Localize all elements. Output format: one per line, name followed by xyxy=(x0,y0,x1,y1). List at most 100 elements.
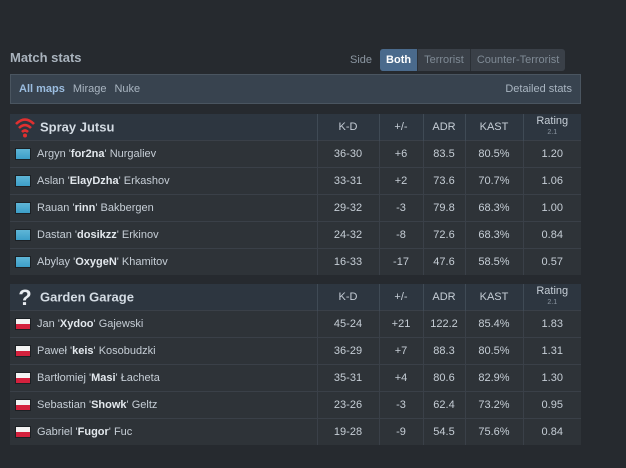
diff-value: +21 xyxy=(378,310,423,338)
diff-value: -3 xyxy=(378,194,423,222)
poland-flag-icon xyxy=(15,345,31,358)
rating-value: 0.95 xyxy=(522,391,581,419)
kd-value: 35-31 xyxy=(316,364,379,392)
player-cell[interactable]: Jan 'Xydoo' Gajewski xyxy=(10,310,317,338)
player-nickname[interactable]: Fugor xyxy=(77,425,109,438)
table-row: Rauan 'rinn' Bakbergen 29-32 -3 79.8 68.… xyxy=(10,194,581,222)
side-option-terrorist[interactable]: Terrorist xyxy=(417,49,470,71)
adr-value: 62.4 xyxy=(422,391,465,419)
player-cell[interactable]: Rauan 'rinn' Bakbergen xyxy=(10,194,317,222)
kast-value: 80.5% xyxy=(464,140,523,168)
map-tab-nuke[interactable]: Nuke xyxy=(114,83,141,95)
rating-value: 1.31 xyxy=(522,337,581,365)
player-last-name: Khamitov xyxy=(121,255,168,268)
player-last-name: Fuc xyxy=(113,425,133,438)
page-title: Match stats xyxy=(10,50,82,65)
player-cell[interactable]: Bartłomiej 'Masi' Łacheta xyxy=(10,364,317,392)
rating-value: 0.57 xyxy=(522,248,581,275)
kazakhstan-flag-icon xyxy=(15,148,31,161)
player-nickname[interactable]: dosikzz xyxy=(77,228,117,241)
kast-value: 82.9% xyxy=(464,364,523,392)
poland-flag-icon xyxy=(15,372,31,385)
rating-value: 1.20 xyxy=(522,140,581,168)
rating-label: Rating xyxy=(536,285,569,297)
column-header-kd: K-D xyxy=(316,284,379,311)
player-nickname[interactable]: for2na xyxy=(70,147,105,160)
player-last-name: Kosobudzki xyxy=(98,344,156,357)
player-last-name: Geltz xyxy=(131,398,158,411)
team-header-row: Spray Jutsu K-D +/- ADR KAST Rating 2.1 xyxy=(10,114,581,141)
column-header-kast: KAST xyxy=(464,284,523,311)
table-row: Paweł 'keis' Kosobudzki 36-29 +7 88.3 80… xyxy=(10,337,581,365)
side-segmented-control: Both Terrorist Counter-Terrorist xyxy=(380,49,566,71)
player-cell[interactable]: Aslan 'ElayDzha' Erkashov xyxy=(10,167,317,195)
kd-value: 24-32 xyxy=(316,221,379,249)
adr-value: 88.3 xyxy=(422,337,465,365)
table-row: Bartłomiej 'Masi' Łacheta 35-31 +4 80.6 … xyxy=(10,364,581,392)
map-filter-bar: All maps Mirage Nuke Detailed stats xyxy=(10,74,581,104)
side-option-both[interactable]: Both xyxy=(380,49,418,71)
player-first-name: Rauan xyxy=(37,201,70,214)
player-nickname[interactable]: rinn xyxy=(74,201,96,214)
kd-value: 16-33 xyxy=(316,248,379,275)
diff-value: +7 xyxy=(378,337,423,365)
player-cell[interactable]: Sebastian 'Showk' Geltz xyxy=(10,391,317,419)
player-nickname[interactable]: Showk xyxy=(91,398,127,411)
team-header: ? Garden Garage xyxy=(10,284,317,311)
table-row: Aslan 'ElayDzha' Erkashov 33-31 +2 73.6 … xyxy=(10,167,581,195)
rating-value: 0.84 xyxy=(522,221,581,249)
kd-value: 45-24 xyxy=(316,310,379,338)
player-first-name: Jan xyxy=(37,317,55,330)
diff-value: +2 xyxy=(378,167,423,195)
player-cell[interactable]: Gabriel 'Fugor' Fuc xyxy=(10,418,317,445)
poland-flag-icon xyxy=(15,318,31,331)
kast-value: 68.3% xyxy=(464,221,523,249)
adr-value: 73.6 xyxy=(422,167,465,195)
column-header-rating: Rating 2.1 xyxy=(522,114,581,141)
detailed-stats-link[interactable]: Detailed stats xyxy=(505,83,572,95)
player-last-name: Łacheta xyxy=(120,371,160,384)
player-cell[interactable]: Abylay 'OxygeN' Khamitov xyxy=(10,248,317,275)
side-filter: Side Both Terrorist Counter-Terrorist xyxy=(350,49,566,71)
player-first-name: Gabriel xyxy=(37,425,73,438)
player-nickname[interactable]: Masi xyxy=(91,371,116,384)
kd-value: 29-32 xyxy=(316,194,379,222)
player-nickname[interactable]: keis xyxy=(72,344,94,357)
team-name[interactable]: Garden Garage xyxy=(40,289,134,305)
rating-label: Rating xyxy=(536,115,569,127)
map-tab-mirage[interactable]: Mirage xyxy=(72,83,107,95)
rating-value: 0.84 xyxy=(522,418,581,445)
side-option-counter-terrorist[interactable]: Counter-Terrorist xyxy=(469,49,566,71)
kd-value: 19-28 xyxy=(316,418,379,445)
poland-flag-icon xyxy=(15,426,31,439)
adr-value: 80.6 xyxy=(422,364,465,392)
diff-value: +4 xyxy=(378,364,423,392)
table-row: Sebastian 'Showk' Geltz 23-26 -3 62.4 73… xyxy=(10,391,581,419)
player-cell[interactable]: Paweł 'keis' Kosobudzki xyxy=(10,337,317,365)
map-tab-all-maps[interactable]: All maps xyxy=(19,83,65,95)
rating-version: 2.1 xyxy=(547,129,558,136)
adr-value: 72.6 xyxy=(422,221,465,249)
side-filter-label: Side xyxy=(350,54,373,66)
column-header-kd: K-D xyxy=(316,114,379,141)
kast-value: 85.4% xyxy=(464,310,523,338)
team-name[interactable]: Spray Jutsu xyxy=(40,119,115,135)
player-cell[interactable]: Dastan 'dosikzz' Erkinov xyxy=(10,221,317,249)
player-nickname[interactable]: Xydoo xyxy=(59,317,94,330)
team-stats-table-garden-garage: ? Garden Garage K-D +/- ADR KAST Rating 2… xyxy=(10,284,581,445)
diff-value: +6 xyxy=(378,140,423,168)
player-last-name: Erkinov xyxy=(121,228,159,241)
player-cell[interactable]: Argyn 'for2na' Nurgaliev xyxy=(10,140,317,168)
player-nickname[interactable]: ElayDzha xyxy=(69,174,119,187)
team-stats-table-spray-jutsu: Spray Jutsu K-D +/- ADR KAST Rating 2.1 A… xyxy=(10,114,581,275)
player-first-name: Aslan xyxy=(37,174,65,187)
player-last-name: Erkashov xyxy=(123,174,170,187)
column-header-rating: Rating 2.1 xyxy=(522,284,581,311)
table-row: Dastan 'dosikzz' Erkinov 24-32 -8 72.6 6… xyxy=(10,221,581,249)
adr-value: 54.5 xyxy=(422,418,465,445)
player-first-name: Bartłomiej xyxy=(37,371,86,384)
column-header-adr: ADR xyxy=(422,284,465,311)
rating-value: 1.06 xyxy=(522,167,581,195)
table-row: Gabriel 'Fugor' Fuc 19-28 -9 54.5 75.6% … xyxy=(10,418,581,445)
player-nickname[interactable]: OxygeN xyxy=(75,255,117,268)
